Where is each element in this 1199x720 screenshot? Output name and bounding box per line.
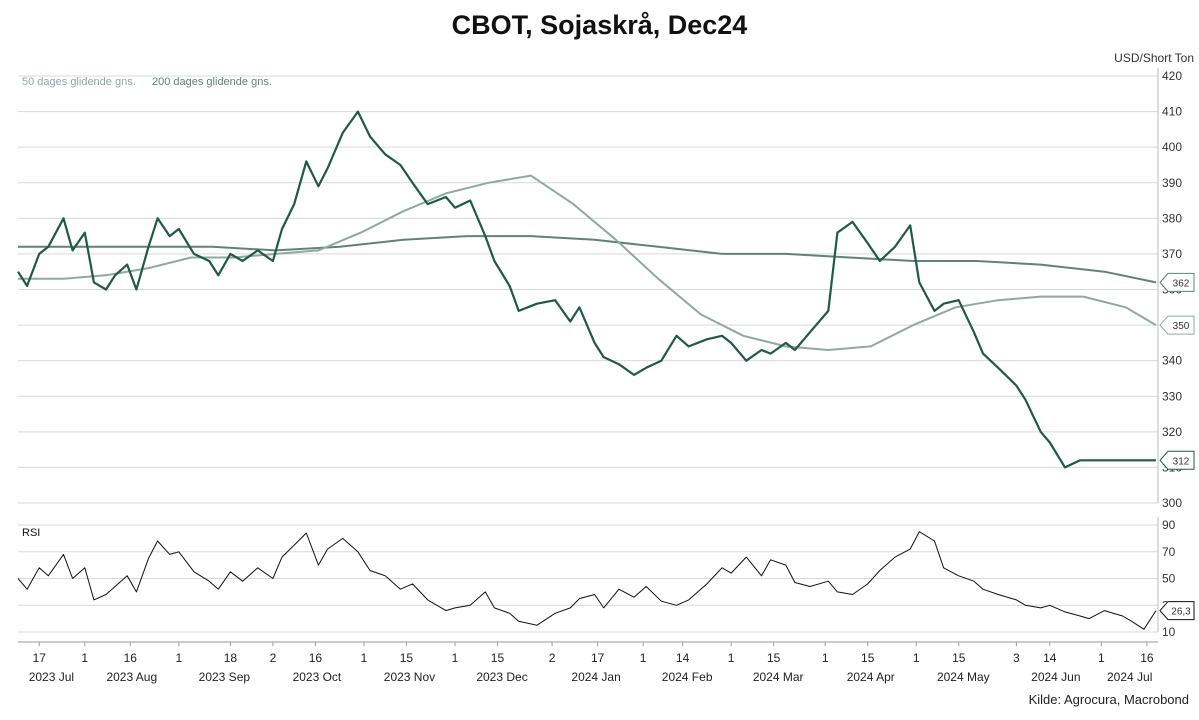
x-month-label: 2024 Jun: [1031, 670, 1080, 684]
x-tick-label: 1: [728, 651, 735, 665]
series-line-200dma: [18, 235, 1157, 284]
x-month-label: 2023 Sep: [199, 670, 251, 684]
x-tick-label: 1: [913, 651, 920, 665]
x-tick-label: 1: [175, 651, 182, 665]
series-line-50dma: [18, 174, 1157, 351]
x-tick-label: 15: [400, 651, 414, 665]
y-tick-label: 320: [1162, 425, 1182, 439]
x-month-label: 2024 Jul: [1107, 670, 1152, 684]
x-tick-label: 1: [1098, 651, 1105, 665]
rsi-label: RSI: [22, 527, 40, 539]
rsi-tick-label: 10: [1162, 625, 1176, 639]
last-value-200dma-box: [1159, 272, 1195, 292]
x-tick-label: 16: [309, 651, 323, 665]
last-value-rsi-box: [1159, 601, 1195, 621]
x-tick-label: 15: [952, 651, 966, 665]
y-tick-label: 400: [1162, 140, 1182, 154]
x-tick-label: 18: [224, 651, 238, 665]
y-tick-label: 370: [1162, 247, 1182, 261]
rsi-tick-label: 90: [1162, 518, 1176, 532]
x-tick-label: 14: [676, 651, 690, 665]
last-value-50dma-label: 350: [1173, 321, 1190, 332]
chart-title: CBOT, Sojaskrå, Dec24: [451, 10, 748, 40]
rsi-tick-label: 50: [1162, 572, 1176, 586]
y-axis-label: USD/Short Ton: [1114, 51, 1194, 65]
source-note: Kilde: Agrocura, Macrobond: [1028, 692, 1189, 707]
y-tick-label: 300: [1162, 496, 1182, 510]
x-tick-label: 15: [767, 651, 781, 665]
x-tick-label: 1: [361, 651, 368, 665]
y-tick-label: 340: [1162, 354, 1182, 368]
x-month-label: 2024 Apr: [847, 670, 895, 684]
legend-item-200dma: 200 dages glidende gns.: [152, 76, 272, 88]
x-month-label: 2023 Aug: [106, 670, 157, 684]
x-month-label: 2024 Feb: [662, 670, 713, 684]
x-tick-label: 1: [822, 651, 829, 665]
y-tick-label: 420: [1162, 69, 1182, 83]
legend-item-50dma: 50 dages glidende gns.: [22, 76, 136, 88]
last-value-price-label: 312: [1173, 456, 1190, 467]
x-month-label: 2024 Mar: [753, 670, 804, 684]
y-tick-label: 410: [1162, 105, 1182, 119]
x-month-label: 2024 May: [937, 670, 990, 684]
rsi-tick-label: 70: [1162, 545, 1176, 559]
x-tick-label: 15: [861, 651, 875, 665]
x-tick-label: 16: [124, 651, 138, 665]
x-tick-label: 2: [270, 651, 277, 665]
x-month-label: 2023 Oct: [293, 670, 342, 684]
x-month-label: 2023 Dec: [476, 670, 527, 684]
x-month-label: 2023 Jul: [29, 670, 74, 684]
last-value-rsi-label: 26,3: [1171, 607, 1191, 618]
last-value-50dma-box: [1159, 315, 1195, 335]
y-tick-label: 390: [1162, 176, 1182, 190]
series-line-price: [17, 110, 1156, 469]
x-month-label: 2023 Nov: [384, 670, 435, 684]
x-tick-label: 15: [491, 651, 505, 665]
last-value-200dma-label: 362: [1173, 278, 1190, 289]
last-value-price-box: [1159, 450, 1195, 470]
x-tick-label: 2: [549, 651, 556, 665]
x-tick-label: 1: [81, 651, 88, 665]
x-tick-label: 17: [591, 651, 605, 665]
x-tick-label: 14: [1043, 651, 1057, 665]
y-tick-label: 330: [1162, 389, 1182, 403]
x-tick-label: 17: [33, 651, 47, 665]
x-tick-label: 1: [640, 651, 647, 665]
y-tick-label: 380: [1162, 211, 1182, 225]
x-tick-label: 3: [1013, 651, 1020, 665]
series-line-rsi: [17, 531, 1157, 630]
x-month-label: 2024 Jan: [571, 670, 620, 684]
x-tick-label: 1: [452, 651, 459, 665]
x-tick-label: 16: [1140, 651, 1154, 665]
